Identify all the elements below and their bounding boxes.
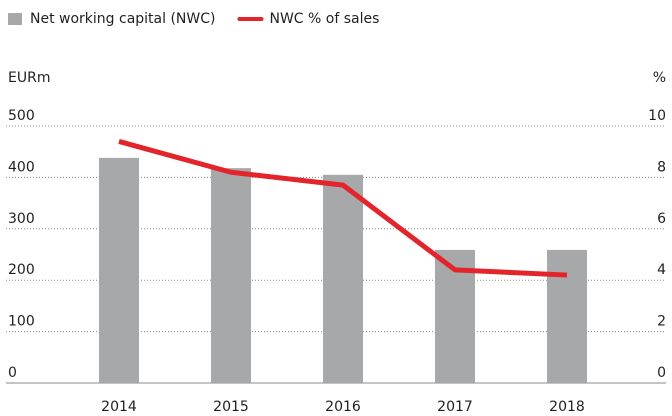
y2-tick-label: 6 — [657, 211, 666, 227]
y2-tick-label: 2 — [657, 314, 666, 330]
line — [118, 139, 568, 278]
x-tick-label: 2015 — [213, 399, 249, 415]
y2-tick-label: 4 — [657, 262, 666, 278]
x-tick-label: 2017 — [437, 399, 473, 415]
y-tick-label: 500 — [8, 108, 35, 124]
y-tick-label: 0 — [8, 365, 17, 381]
y2-axis-label: % — [653, 70, 666, 86]
bar — [211, 168, 251, 383]
y-tick-label: 400 — [8, 159, 35, 175]
y2-tick-label: 0 — [657, 365, 666, 381]
legend-label: Net working capital (NWC) — [30, 11, 215, 27]
bar — [99, 157, 139, 383]
x-tick-label: 2014 — [101, 399, 137, 415]
y-tick-label: 300 — [8, 211, 35, 227]
y2-tick-label: 8 — [657, 159, 666, 175]
bar — [323, 174, 363, 383]
y2-tick-label: 10 — [648, 108, 666, 124]
y-tick-label: 200 — [8, 262, 35, 278]
y-axis-label: EURm — [8, 70, 50, 86]
legend-label: NWC % of sales — [269, 11, 379, 27]
bar — [547, 249, 587, 383]
y-tick-label: 100 — [8, 314, 35, 330]
x-tick-label: 2016 — [325, 399, 361, 415]
legend-swatch — [8, 13, 22, 25]
x-tick-label: 2018 — [549, 399, 585, 415]
